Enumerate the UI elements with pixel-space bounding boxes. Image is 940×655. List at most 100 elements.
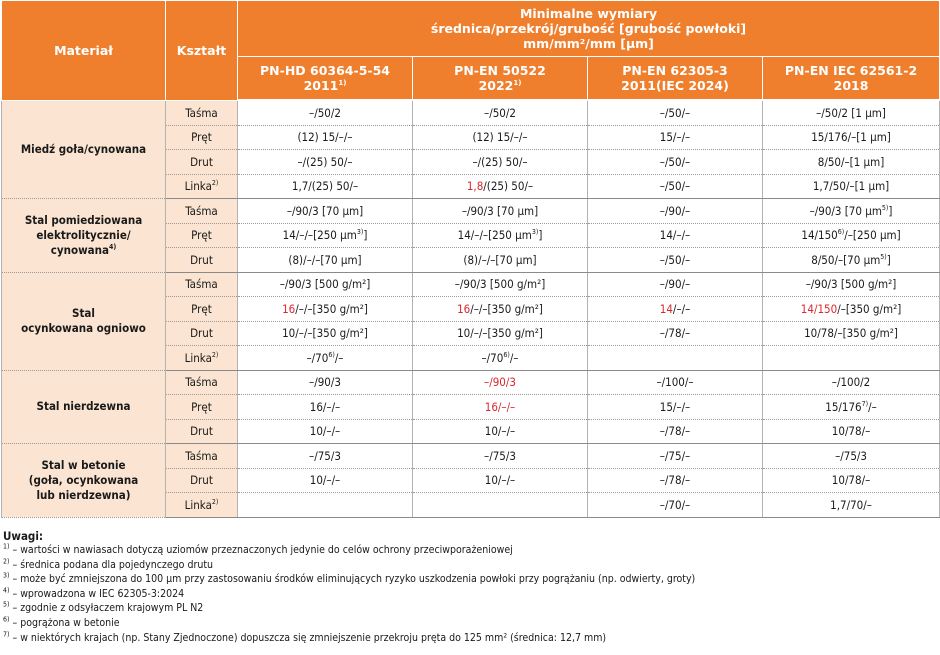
footnote-ref: 6) <box>328 350 335 359</box>
note-mark: 2) <box>3 557 10 566</box>
cell-text: /(25) 50/– <box>483 179 534 194</box>
standard-year-text: 2011 <box>303 78 339 93</box>
value-cell: 10/–/–[350 g/m²] <box>412 321 588 346</box>
cell-text: –/50/– <box>659 179 691 194</box>
shape-cell: Linka2) <box>165 174 238 199</box>
value-cell: 1,7/70/– <box>761 492 940 518</box>
cell-text: /–/–[350 g/m²] <box>295 301 368 316</box>
cell-text: –/(25) 50/– <box>472 154 528 169</box>
cell-text: –/90/3 [70 µm] <box>286 203 364 218</box>
cell-text: Taśma <box>185 375 218 390</box>
value-cell: –/90/3 [500 g/m²] <box>761 272 940 297</box>
cell-text: Pręt <box>191 399 212 414</box>
note-mark: 3) <box>3 571 10 580</box>
value-cell: 10/–/– <box>412 468 588 493</box>
table-row: Pręt 16/–/–[350 g/m²] 16/–/–[350 g/m²] 14/–… <box>2 296 940 322</box>
cell-text: –/78/– <box>659 326 691 341</box>
cell-text: /–[350 g/m²] <box>837 301 902 316</box>
cell-text: (12) 15/–/– <box>297 130 353 145</box>
cell-text: –/78/– <box>659 473 691 488</box>
value-cell: –/90/– <box>587 272 763 297</box>
cell-text: –/90/3 [500 g/m²] <box>279 277 371 292</box>
table-row: Linka2) –/70/– 1,7/70/– <box>2 492 940 518</box>
shape-cell: Drut <box>165 149 238 175</box>
shape-cell: Pręt <box>165 394 238 420</box>
cell-text: –/(25) 50/– <box>297 154 353 169</box>
notes-title: Uwagi: <box>3 528 44 543</box>
cell-text: –/100/2 <box>831 375 871 390</box>
cell-text: 15/176/–[1 µm] <box>811 130 891 145</box>
cell-text: –/100/– <box>656 375 694 390</box>
value-cell: 16/–/– <box>412 394 588 420</box>
footnote-ref: 6) <box>837 228 845 237</box>
cell-text: –/50/2 <box>484 105 516 120</box>
standard-header: PN-EN 50522 20221) <box>412 56 588 101</box>
table-row: Drut 10/–/–[350 g/m²] 10/–/–[350 g/m²] –/78… <box>2 321 940 346</box>
note-item: 1) – wartości w nawiasach dotyczą uziomó… <box>3 543 940 558</box>
value-cell: 10/–/– <box>237 419 413 444</box>
cell-text: 10/–/– <box>484 424 516 439</box>
shape-cell: Taśma <box>165 272 238 297</box>
cell-text: Stal <box>72 306 95 320</box>
changed-value: 16 <box>282 301 296 316</box>
value-cell: –/90/3 [70 µm] <box>412 198 588 224</box>
cell-text: 1,7/70/– <box>830 497 872 512</box>
shape-cell: Pręt <box>165 296 238 322</box>
cell-text: Drut <box>190 424 213 439</box>
table-row: Drut 10/–/– 10/–/– –/78/– 10/78/– <box>2 468 940 493</box>
value-cell: –/70/– <box>587 492 763 518</box>
value-cell: 14/150/–[350 g/m²] <box>761 296 940 322</box>
cell-text: –/50/2 [1 µm] <box>816 105 886 120</box>
cell-text: –/75/– <box>659 448 691 463</box>
shape-cell: Taśma <box>165 100 238 126</box>
value-cell: –/706)/– <box>237 345 413 371</box>
cell-text: –/75/3 <box>835 448 867 463</box>
standard-year: 2011(IEC 2024) <box>590 78 760 93</box>
value-cell <box>761 345 940 371</box>
footnote-ref: 2) <box>211 350 219 359</box>
cell-text: /– <box>868 399 877 414</box>
cell-text: /–[250 µm] <box>844 228 901 243</box>
cell-text: Drut <box>190 252 213 267</box>
value-cell: –/90/3 [500 g/m²] <box>237 272 413 297</box>
value-cell: 16/–/– <box>237 394 413 420</box>
value-cell: –/50/2 [1 µm] <box>761 100 940 126</box>
cell-text: cynowana <box>50 242 109 257</box>
cell-text: 15/176 <box>825 399 862 414</box>
footnote-ref: 3) <box>356 228 364 237</box>
footnote-ref: 6) <box>503 350 510 359</box>
value-cell: –/90/3 [70 µm5)] <box>761 198 940 224</box>
shape-cell: Drut <box>165 321 238 346</box>
material-cell: Stal ocynkowana ogniowo <box>1 272 166 371</box>
table-row: Drut (8)/–/–[70 µm] (8)/–/–[70 µm] –/50/– 8/… <box>2 247 940 273</box>
material-column-header: Materiał <box>1 0 166 101</box>
note-mark: 5) <box>3 600 10 609</box>
footnote-ref: 7) <box>861 399 869 408</box>
value-cell: –/100/– <box>587 370 763 395</box>
value-cell: 15/–/– <box>587 394 763 420</box>
cell-text: Linka <box>184 350 212 365</box>
table-row: Pręt 16/–/– 16/–/– 15/–/– 15/1767)/– <box>2 394 940 420</box>
shape-cell: Linka2) <box>165 345 238 371</box>
cell-text: –/75/3 <box>484 448 516 463</box>
dimensions-title: Minimalne wymiary <box>519 6 658 21</box>
cell-text: Linka <box>184 497 212 512</box>
value-cell: (12) 15/–/– <box>412 125 588 150</box>
note-text: – pogrążona w betonie <box>9 617 120 630</box>
note-text: – wprowadzona w IEC 62305-3:2024 <box>9 587 185 600</box>
note-item: 7) – w niektórych krajach (np. Stany Zje… <box>3 631 940 646</box>
value-cell: 10/78/–[350 g/m²] <box>761 321 940 346</box>
cell-text: ] <box>886 252 891 267</box>
cell-text: 10/–/–[350 g/m²] <box>282 326 368 341</box>
standard-header: PN-HD 60364-5-54 20111) <box>237 56 413 101</box>
footnote-ref: 5) <box>881 203 889 212</box>
cell-text: Pręt <box>191 130 212 145</box>
cell-text: 10/78/– <box>831 473 871 488</box>
note-text: – wartości w nawiasach dotyczą uziomów p… <box>9 544 513 557</box>
cell-text: –/90/3 [500 g/m²] <box>805 277 897 292</box>
cell-text: Taśma <box>185 448 218 463</box>
shape-cell: Taśma <box>165 198 238 224</box>
value-cell: 14/–/–[250 µm3)] <box>237 223 413 248</box>
standard-year-text: 2022 <box>478 78 514 93</box>
cell-text: –/90/– <box>659 203 691 218</box>
